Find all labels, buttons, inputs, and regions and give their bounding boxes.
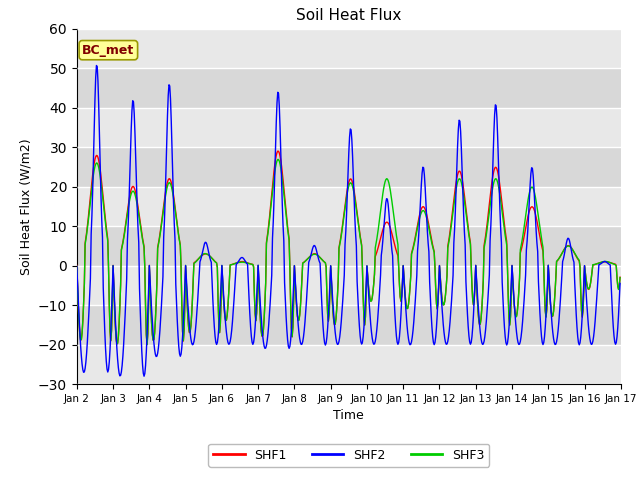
Y-axis label: Soil Heat Flux (W/m2): Soil Heat Flux (W/m2) — [19, 138, 32, 275]
Bar — [77, 187, 621, 226]
Text: BC_met: BC_met — [82, 44, 134, 57]
Bar — [77, 345, 621, 384]
X-axis label: Time: Time — [333, 409, 364, 422]
Bar — [77, 29, 621, 68]
Bar — [77, 108, 621, 147]
Bar — [77, 265, 621, 305]
Title: Soil Heat Flux: Soil Heat Flux — [296, 9, 401, 24]
Legend: SHF1, SHF2, SHF3: SHF1, SHF2, SHF3 — [209, 444, 489, 467]
